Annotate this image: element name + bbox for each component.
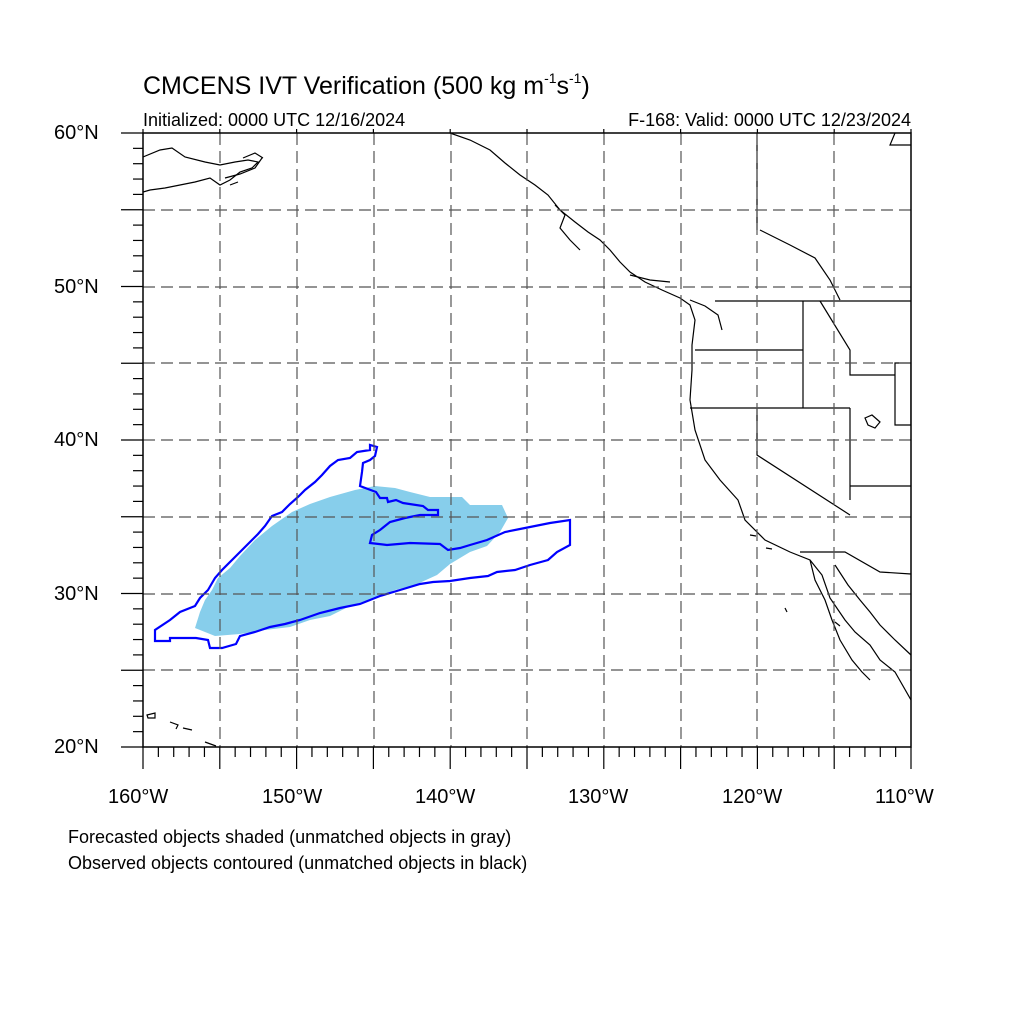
bc-islands <box>554 204 723 331</box>
lat-label-40n: 40°N <box>54 429 99 451</box>
map-frame <box>142 132 912 748</box>
alaska-islands <box>224 152 264 186</box>
alaska-coastline <box>143 147 260 193</box>
footnote-forecast: Forecasted objects shaded (unmatched obj… <box>68 827 512 847</box>
great-salt-lake <box>864 414 881 429</box>
map-title: CMCENS IVT Verification (500 kg m-1s-1) <box>143 70 590 100</box>
lat-label-60n: 60°N <box>54 122 99 144</box>
hawaii-islands <box>146 712 217 747</box>
observed-object-contour <box>153 443 572 650</box>
lon-label-160w: 160°W <box>108 786 169 808</box>
axis-ticks <box>121 129 912 769</box>
forecast-object-shaded <box>195 486 508 636</box>
valid-time-label: F-168: Valid: 0000 UTC 12/23/2024 <box>628 110 911 130</box>
footnote-observed: Observed objects contoured (unmatched ob… <box>68 853 528 873</box>
north-american-coastline <box>449 133 911 701</box>
us-mexico-border <box>800 551 911 575</box>
lat-label-30n: 30°N <box>54 583 99 605</box>
initialized-label: Initialized: 0000 UTC 12/16/2024 <box>143 110 406 130</box>
graticule <box>143 133 911 747</box>
lon-label-140w: 140°W <box>415 786 476 808</box>
lon-label-110w: 110°W <box>875 786 934 808</box>
gulf-of-california <box>834 564 911 656</box>
lon-label-120w: 120°W <box>722 786 783 808</box>
baja-california <box>809 559 871 681</box>
lon-label-150w: 150°W <box>262 786 323 808</box>
lat-label-50n: 50°N <box>54 276 99 298</box>
lat-label-20n: 20°N <box>54 736 99 758</box>
lon-label-130w: 130°W <box>568 786 629 808</box>
channel-islands <box>749 534 841 627</box>
